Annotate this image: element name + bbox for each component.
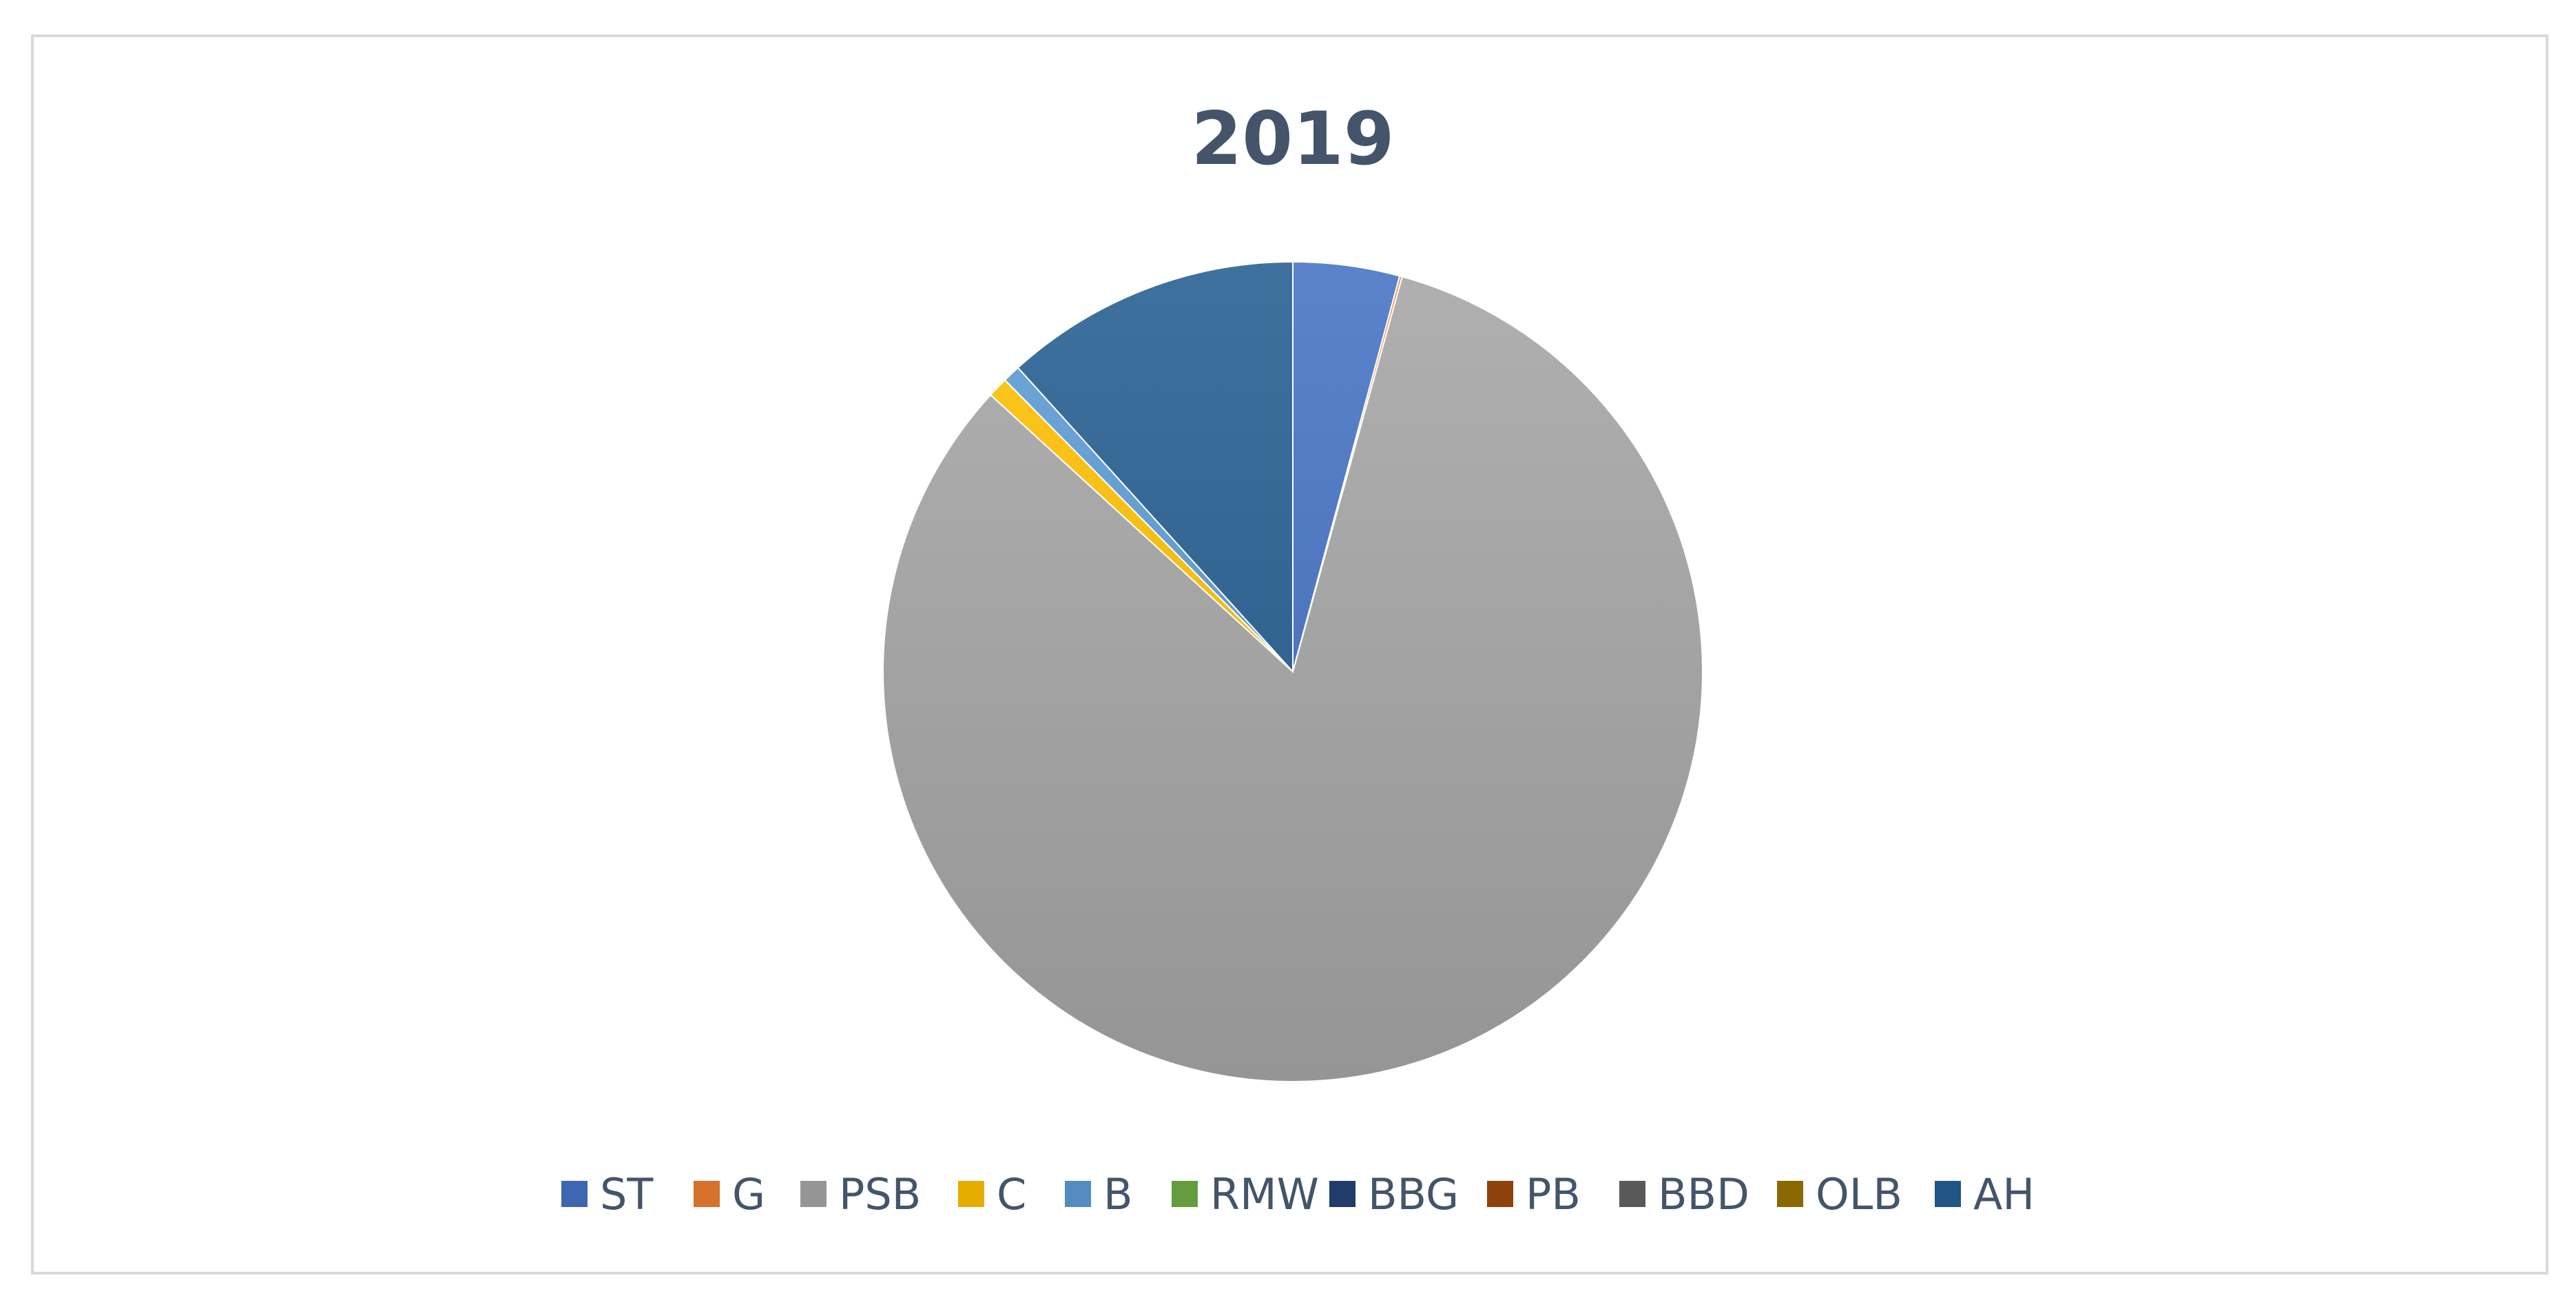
legend-label-bbd: BBD <box>1658 1169 1749 1219</box>
legend-item-g: G <box>694 1169 765 1219</box>
pie-slice-ah <box>1017 260 1294 674</box>
legend-item-bbd: BBD <box>1619 1169 1749 1219</box>
legend-swatch-b <box>1065 1181 1091 1207</box>
legend-label-psb: PSB <box>839 1169 921 1219</box>
legend-swatch-olb <box>1777 1181 1803 1207</box>
legend-item-rmw: RMW <box>1172 1169 1319 1219</box>
legend-label-rmw: RMW <box>1210 1169 1319 1219</box>
pie-slices <box>882 260 1703 1082</box>
legend-item-bbg: BBG <box>1329 1169 1459 1219</box>
legend-item-ah: AH <box>1935 1169 2035 1219</box>
pie-slice-psb <box>882 276 1703 1082</box>
legend-item-st: ST <box>561 1169 654 1219</box>
legend-label-b: B <box>1103 1169 1133 1219</box>
legend-item-b: B <box>1065 1169 1133 1219</box>
legend-swatch-psb <box>800 1181 827 1207</box>
legend-item-psb: PSB <box>800 1169 921 1219</box>
legend-label-bbg: BBG <box>1368 1169 1459 1219</box>
legend-label-c: C <box>997 1169 1026 1219</box>
legend-label-g: G <box>732 1169 765 1219</box>
legend-label-olb: OLB <box>1816 1169 1902 1219</box>
legend-label-pb: PB <box>1526 1169 1581 1219</box>
legend-swatch-pb <box>1487 1181 1513 1207</box>
legend-swatch-c <box>958 1181 984 1207</box>
legend-item-olb: OLB <box>1777 1169 1902 1219</box>
legend-swatch-rmw <box>1172 1181 1198 1207</box>
legend-item-c: C <box>958 1169 1026 1219</box>
legend-swatch-bbd <box>1619 1181 1645 1207</box>
chart-title: 2019 <box>1191 96 1394 181</box>
legend-item-pb: PB <box>1487 1169 1581 1219</box>
legend-swatch-st <box>561 1181 588 1207</box>
legend-label-ah: AH <box>1973 1169 2035 1219</box>
legend-swatch-g <box>694 1181 720 1207</box>
legend: ST G PSB C B RMW BBG PB BBD OLB AH <box>561 1169 2035 1219</box>
legend-swatch-bbg <box>1329 1181 1355 1207</box>
legend-label-st: ST <box>600 1169 654 1219</box>
legend-swatch-ah <box>1935 1181 1961 1207</box>
